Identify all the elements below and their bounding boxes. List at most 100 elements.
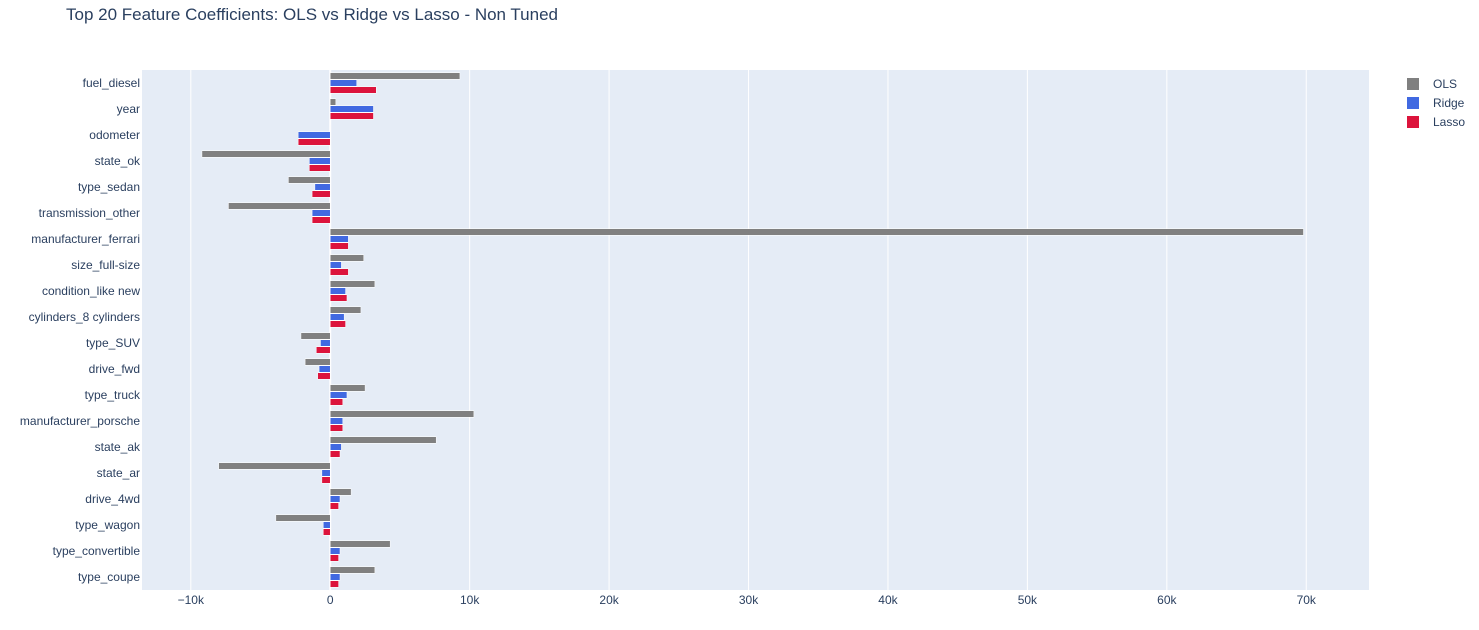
bar-ridge[interactable]	[329, 235, 349, 243]
bar-ridge[interactable]	[329, 79, 357, 87]
y-tick-label: type_wagon	[75, 518, 140, 532]
bar-ridge[interactable]	[329, 391, 348, 399]
bar-lasso[interactable]	[321, 476, 331, 484]
bar-lasso[interactable]	[316, 346, 331, 354]
bar-lasso[interactable]	[317, 372, 331, 380]
bar-ridge[interactable]	[329, 573, 341, 581]
bar-lasso[interactable]	[329, 424, 344, 432]
bar-lasso[interactable]	[329, 268, 349, 276]
bar-lasso[interactable]	[329, 580, 339, 588]
bar-ols[interactable]	[329, 98, 337, 106]
bar-lasso[interactable]	[309, 164, 331, 172]
bar-lasso[interactable]	[329, 398, 344, 406]
y-tick-label: type_sedan	[78, 180, 140, 194]
y-tick-label: drive_4wd	[85, 492, 140, 506]
bar-ols[interactable]	[329, 124, 331, 132]
y-tick-label: type_SUV	[86, 336, 140, 350]
bar-ols[interactable]	[329, 488, 352, 496]
y-tick-label: drive_fwd	[89, 362, 140, 376]
bar-ridge[interactable]	[329, 495, 341, 503]
x-tick-label: 70k	[1297, 593, 1317, 607]
bars	[201, 72, 1304, 588]
legend-swatch	[1407, 78, 1419, 90]
x-tick-label: 30k	[739, 593, 759, 607]
bar-ridge[interactable]	[323, 521, 331, 529]
bar-ridge[interactable]	[329, 287, 346, 295]
bar-ols[interactable]	[329, 254, 364, 262]
bar-ols[interactable]	[329, 566, 376, 574]
bar-lasso[interactable]	[323, 528, 331, 536]
bar-ridge[interactable]	[314, 183, 331, 191]
bar-ols[interactable]	[329, 436, 437, 444]
x-tick-label: 0	[327, 593, 334, 607]
chart-title: Top 20 Feature Coefficients: OLS vs Ridg…	[66, 5, 558, 24]
x-tick-label: −10k	[178, 593, 205, 607]
bar-ols[interactable]	[304, 358, 331, 366]
bar-ridge[interactable]	[311, 209, 331, 217]
bar-lasso[interactable]	[329, 320, 346, 328]
legend-label: OLS	[1433, 77, 1457, 91]
bar-ols[interactable]	[329, 384, 366, 392]
y-tick-label: state_ar	[97, 466, 140, 480]
y-tick-label: year	[117, 102, 140, 116]
bar-lasso[interactable]	[329, 242, 349, 250]
x-tick-label: 10k	[460, 593, 480, 607]
bar-ridge[interactable]	[329, 443, 342, 451]
bar-ridge[interactable]	[329, 261, 342, 269]
y-tick-label: odometer	[89, 128, 140, 142]
legend-item-lasso[interactable]: Lasso	[1407, 115, 1465, 129]
y-tick-label: state_ok	[95, 154, 141, 168]
legend-swatch	[1407, 97, 1419, 109]
bar-ridge[interactable]	[321, 469, 331, 477]
x-tick-label: 40k	[878, 593, 898, 607]
bar-ridge[interactable]	[329, 417, 344, 425]
bar-ols[interactable]	[201, 150, 331, 158]
bar-ols[interactable]	[300, 332, 331, 340]
bar-lasso[interactable]	[297, 138, 331, 146]
bar-lasso[interactable]	[329, 294, 348, 302]
x-axis-ticks: −10k 0 10k 20k 30k 40k 50k 60k 70k	[178, 593, 1317, 607]
bar-ols[interactable]	[288, 176, 331, 184]
bar-ridge[interactable]	[329, 105, 374, 113]
bar-ridge[interactable]	[329, 313, 345, 321]
bar-ols[interactable]	[218, 462, 331, 470]
y-tick-label: type_truck	[85, 388, 141, 402]
bar-ridge[interactable]	[318, 365, 331, 373]
y-tick-label: size_full-size	[71, 258, 140, 272]
y-tick-label: cylinders_8 cylinders	[29, 310, 140, 324]
bar-lasso[interactable]	[311, 216, 331, 224]
bar-ols[interactable]	[329, 410, 475, 418]
bar-ridge[interactable]	[297, 131, 331, 139]
y-tick-label: type_convertible	[53, 544, 141, 558]
bar-ols[interactable]	[329, 540, 391, 548]
legend-item-ridge[interactable]: Ridge	[1407, 96, 1465, 110]
x-tick-label: 60k	[1157, 593, 1177, 607]
bar-ols[interactable]	[329, 306, 362, 314]
y-tick-label: type_coupe	[78, 570, 140, 584]
bar-lasso[interactable]	[329, 554, 339, 562]
plot-area	[142, 70, 1369, 590]
bar-ols[interactable]	[275, 514, 331, 522]
y-tick-label: fuel_diesel	[83, 76, 140, 90]
legend-label: Ridge	[1433, 96, 1465, 110]
y-tick-label: manufacturer_ferrari	[31, 232, 140, 246]
bar-lasso[interactable]	[311, 190, 331, 198]
bar-lasso[interactable]	[329, 112, 374, 120]
bar-ols[interactable]	[329, 228, 1304, 236]
bar-ridge[interactable]	[329, 547, 341, 555]
bar-lasso[interactable]	[329, 502, 339, 510]
bar-ols[interactable]	[228, 202, 331, 210]
y-tick-label: condition_like new	[42, 284, 140, 298]
bar-lasso[interactable]	[329, 450, 341, 458]
bar-ols[interactable]	[329, 72, 461, 80]
legend-item-ols[interactable]: OLS	[1407, 77, 1457, 91]
legend[interactable]: OLS Ridge Lasso	[1407, 77, 1465, 129]
legend-swatch	[1407, 116, 1419, 128]
bar-ridge[interactable]	[320, 339, 331, 347]
bar-lasso[interactable]	[329, 86, 377, 94]
y-tick-label: state_ak	[95, 440, 141, 454]
bar-ols[interactable]	[329, 280, 376, 288]
bar-ridge[interactable]	[309, 157, 331, 165]
